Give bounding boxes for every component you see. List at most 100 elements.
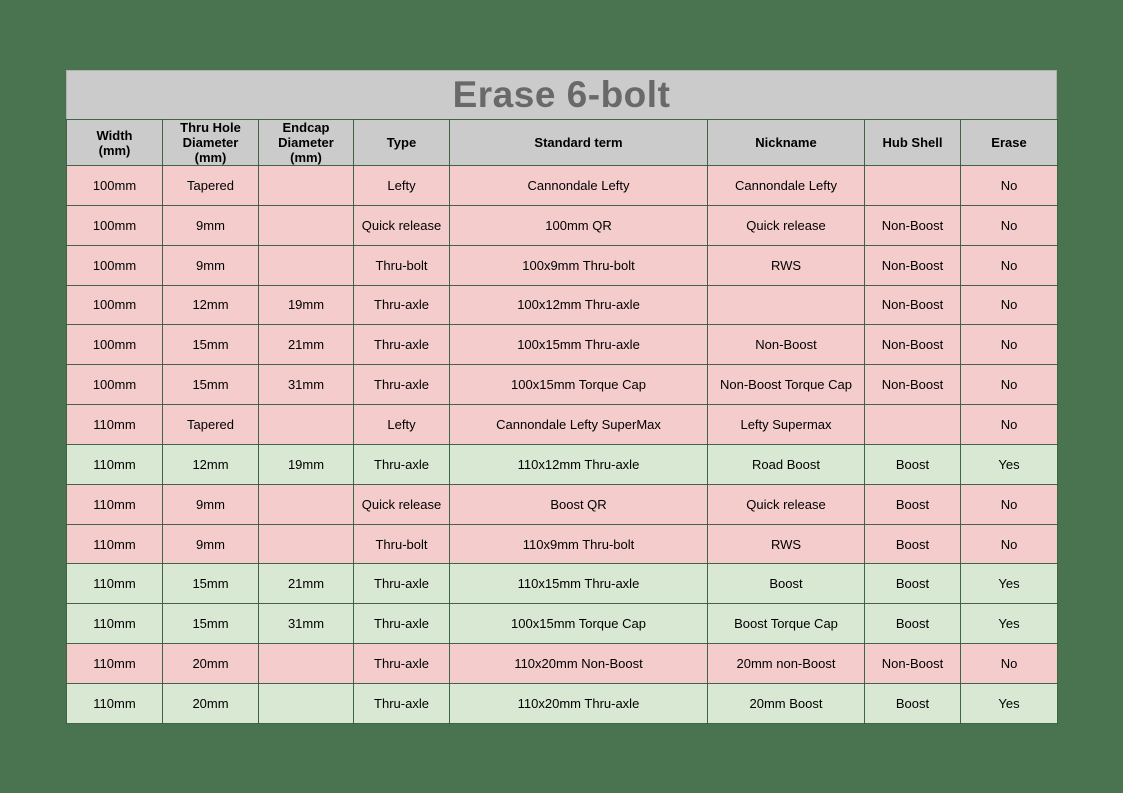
- table-cell: Thru-axle: [353, 643, 450, 684]
- table-cell: [864, 165, 961, 206]
- table-cell: 110mm: [66, 643, 163, 684]
- table-cell: 110x9mm Thru-bolt: [449, 523, 708, 565]
- table-cell: 20mm non-Boost: [707, 643, 865, 684]
- table-row: 110mm 12mm 19mm Thru-axle 110x12mm Thru-axle…: [66, 443, 1058, 485]
- table-cell: 110x20mm Thru-axle: [449, 682, 708, 724]
- table-cell: [258, 483, 354, 525]
- table-row: 100mm 9mm Thru-bolt 100x9mm Thru-bolt RWS Non…: [66, 244, 1058, 286]
- table-cell: Non-Boost: [864, 643, 961, 684]
- table-cell: 110mm: [66, 443, 163, 485]
- table-row: 100mm 15mm 31mm Thru-axle 100x15mm Torque Ca…: [66, 364, 1058, 406]
- table-cell: RWS: [707, 244, 865, 286]
- column-header-endcap-diameter: Endcap Diameter (mm): [258, 119, 354, 166]
- table-cell: Tapered: [162, 165, 259, 206]
- table-cell: Lefty: [353, 404, 450, 445]
- table-cell: Yes: [960, 443, 1058, 485]
- table-cell: 12mm: [162, 284, 259, 326]
- table-cell: 21mm: [258, 324, 354, 366]
- table-cell: Quick release: [707, 204, 865, 246]
- table-cell: 110x20mm Non-Boost: [449, 643, 708, 684]
- spec-table-sheet: Erase 6-bolt Width (mm) Thru Hole Diamet…: [66, 70, 1058, 724]
- table-cell: Quick release: [353, 483, 450, 525]
- table-cell: 12mm: [162, 443, 259, 485]
- table-cell: No: [960, 284, 1058, 326]
- table-cell: Boost: [707, 563, 865, 605]
- table-cell: 110x15mm Thru-axle: [449, 563, 708, 605]
- table-cell: 110mm: [66, 404, 163, 445]
- table-cell: Non-Boost: [707, 324, 865, 366]
- table-cell: [258, 682, 354, 724]
- table-row: 110mm 9mm Quick release Boost QR Quick relea…: [66, 483, 1058, 525]
- table-cell: 100x9mm Thru-bolt: [449, 244, 708, 286]
- table-cell: No: [960, 483, 1058, 525]
- table-cell: Boost: [864, 563, 961, 605]
- table-cell: No: [960, 523, 1058, 565]
- table-cell: Non-Boost: [864, 364, 961, 406]
- table-cell: Boost Torque Cap: [707, 603, 865, 645]
- table-cell: 15mm: [162, 324, 259, 366]
- table-cell: 110x12mm Thru-axle: [449, 443, 708, 485]
- table-cell: [707, 284, 865, 326]
- table-cell: Lefty: [353, 165, 450, 206]
- table-cell: 100x15mm Torque Cap: [449, 364, 708, 406]
- table-cell: 9mm: [162, 244, 259, 286]
- table-cell: 110mm: [66, 523, 163, 565]
- table-cell: 20mm: [162, 682, 259, 724]
- table-cell: Thru-bolt: [353, 523, 450, 565]
- table-cell: Non-Boost: [864, 284, 961, 326]
- table-cell: [258, 523, 354, 565]
- table-cell: No: [960, 165, 1058, 206]
- table-cell: Non-Boost Torque Cap: [707, 364, 865, 406]
- table-cell: No: [960, 404, 1058, 445]
- table-row: 100mm 9mm Quick release 100mm QR Quick relea…: [66, 204, 1058, 246]
- table-cell: Boost QR: [449, 483, 708, 525]
- table-cell: 9mm: [162, 483, 259, 525]
- column-header-erase: Erase: [960, 119, 1058, 166]
- table-cell: 31mm: [258, 364, 354, 406]
- table-cell: 110mm: [66, 603, 163, 645]
- column-header-type: Type: [353, 119, 450, 166]
- table-cell: Cannondale Lefty SuperMax: [449, 404, 708, 445]
- column-header-width: Width (mm): [66, 119, 163, 166]
- table-cell: Non-Boost: [864, 204, 961, 246]
- table-cell: 19mm: [258, 443, 354, 485]
- table-cell: 15mm: [162, 563, 259, 605]
- table-cell: 100mm: [66, 284, 163, 326]
- table-cell: 100mm: [66, 244, 163, 286]
- table-cell: 100x12mm Thru-axle: [449, 284, 708, 326]
- column-header-standard-term: Standard term: [449, 119, 708, 166]
- table-row: 110mm Tapered Lefty Cannondale Lefty SuperM…: [66, 404, 1058, 445]
- table-cell: Thru-axle: [353, 364, 450, 406]
- table-cell: Thru-axle: [353, 682, 450, 724]
- table-cell: 100mm: [66, 324, 163, 366]
- table-cell: [258, 404, 354, 445]
- column-header-thru-hole-diameter: Thru Hole Diameter (mm): [162, 119, 259, 166]
- table-cell: 100mm: [66, 204, 163, 246]
- table-row: 100mm Tapered Lefty Cannondale Lefty Cannond…: [66, 165, 1058, 206]
- table-cell: Quick release: [353, 204, 450, 246]
- table-row: 110mm 9mm Thru-bolt 110x9mm Thru-bolt RWS Boo…: [66, 523, 1058, 565]
- table-cell: [258, 165, 354, 206]
- table-cell: 100x15mm Torque Cap: [449, 603, 708, 645]
- table-cell: 15mm: [162, 364, 259, 406]
- table-cell: 100mm: [66, 364, 163, 406]
- table-row: 110mm 20mm Thru-axle 110x20mm Thru-axle 20mm…: [66, 682, 1058, 724]
- table-cell: 110mm: [66, 483, 163, 525]
- table-cell: Cannondale Lefty: [707, 165, 865, 206]
- table-cell: 110mm: [66, 563, 163, 605]
- table-cell: Thru-axle: [353, 324, 450, 366]
- table-cell: Tapered: [162, 404, 259, 445]
- table-cell: 100mm QR: [449, 204, 708, 246]
- table-cell: Yes: [960, 563, 1058, 605]
- table-cell: 19mm: [258, 284, 354, 326]
- table-cell: 31mm: [258, 603, 354, 645]
- column-header-nickname: Nickname: [707, 119, 865, 166]
- table-cell: Non-Boost: [864, 244, 961, 286]
- table-row: 110mm 15mm 31mm Thru-axle 100x15mm Torque Ca…: [66, 603, 1058, 645]
- table-cell: [258, 204, 354, 246]
- table-cell: No: [960, 643, 1058, 684]
- table-cell: 20mm: [162, 643, 259, 684]
- table-cell: Boost: [864, 682, 961, 724]
- table-cell: 100x15mm Thru-axle: [449, 324, 708, 366]
